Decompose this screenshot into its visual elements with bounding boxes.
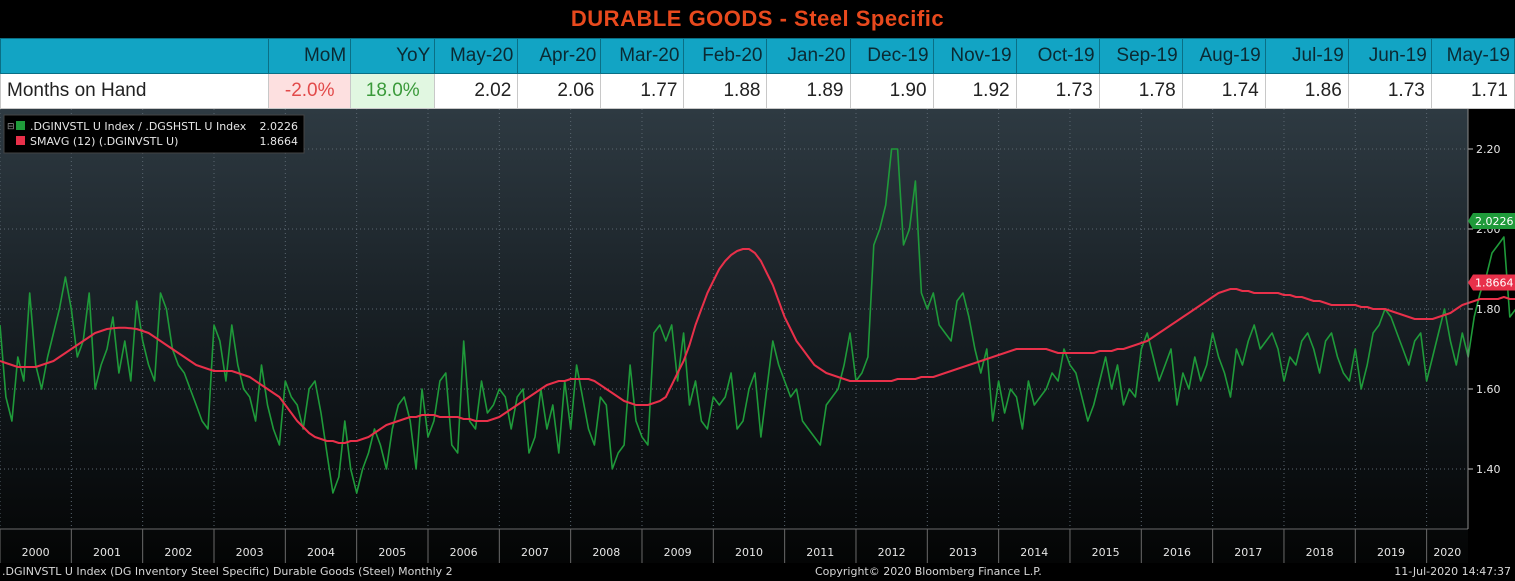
- x-tick-label: 2019: [1377, 546, 1405, 559]
- x-tick-label: 2015: [1092, 546, 1120, 559]
- month-value: 1.77: [600, 73, 685, 109]
- last-value-label-series2: 1.8664: [1475, 276, 1514, 289]
- month-value: 1.74: [1181, 73, 1266, 109]
- month-value: 1.71: [1430, 73, 1515, 109]
- legend-value-series1: 2.0226: [260, 120, 299, 133]
- y-tick-label: 2.20: [1476, 143, 1501, 156]
- x-tick-label: 2002: [164, 546, 192, 559]
- stats-header-month: Mar-20: [600, 38, 685, 74]
- stats-header-month: May-19: [1430, 38, 1515, 74]
- x-tick-label: 2000: [22, 546, 50, 559]
- legend-label-series2: SMAVG (12) (.DGINVSTL U): [30, 135, 178, 148]
- x-tick-label: 2003: [236, 546, 264, 559]
- yoy-value: 18.0%: [350, 73, 436, 109]
- last-value-label-series1: 2.0226: [1475, 215, 1514, 228]
- chart-title-bar: DURABLE GOODS - Steel Specific: [0, 0, 1515, 38]
- month-value: 2.06: [517, 73, 602, 109]
- x-tick-label: 2009: [664, 546, 692, 559]
- month-value: 1.73: [1015, 73, 1100, 109]
- last-value-label-series1-group: 2.0226: [1468, 213, 1515, 229]
- y-tick-label: 1.40: [1476, 463, 1501, 476]
- x-tick-label: 2017: [1234, 546, 1262, 559]
- stats-header-month: Jul-19: [1264, 38, 1349, 74]
- month-value: 1.86: [1264, 73, 1349, 109]
- x-tick-label: 2006: [450, 546, 478, 559]
- last-value-label-series2-group: 1.8664: [1468, 274, 1515, 291]
- stats-header-mom: MoM: [268, 38, 352, 74]
- row-label: Months on Hand: [0, 73, 270, 109]
- plot-background: [0, 109, 1468, 563]
- last-value-label-series2-bg: [1468, 274, 1515, 291]
- footer-source: .DGINVSTL U Index (DG Inventory Steel Sp…: [2, 565, 453, 578]
- month-value: 1.90: [849, 73, 934, 109]
- x-tick-label: 2014: [1020, 546, 1048, 559]
- footer: .DGINVSTL U Index (DG Inventory Steel Sp…: [0, 563, 1515, 581]
- stats-value-row: Months on Hand -2.0% 18.0% 2.02 2.06 1.7…: [0, 73, 1515, 109]
- legend-collapse-icon: ⊟: [7, 122, 15, 132]
- legend-value-series2: 1.8664: [260, 135, 299, 148]
- series-lines: [0, 148, 1515, 494]
- x-tick-label: 2020: [1433, 546, 1461, 559]
- month-value: 1.73: [1347, 73, 1432, 109]
- month-value: 1.78: [1098, 73, 1183, 109]
- axes: 2000 2001 2002 2003 2004 2005 2006 2007 2008 2009…: [0, 109, 1515, 563]
- stats-header-row: MoM YoY May-20 Apr-20 Mar-20 Feb-20 Jan-…: [0, 38, 1515, 74]
- y-tick-label: 1.60: [1476, 383, 1501, 396]
- axis-background: [1468, 109, 1515, 563]
- stats-header-month: Dec-19: [849, 38, 934, 74]
- footer-copyright: Copyright© 2020 Bloomberg Finance L.P.: [815, 565, 1042, 578]
- legend: ⊟ .DGINVSTL U Index / .DGSHSTL U Index 2…: [3, 114, 305, 154]
- x-tick-label: 2012: [878, 546, 906, 559]
- stats-header-yoy: YoY: [350, 38, 436, 74]
- x-tick-label: 2011: [806, 546, 834, 559]
- x-tick-label: 2016: [1163, 546, 1191, 559]
- x-tick-label: 2013: [949, 546, 977, 559]
- stats-header-month: Aug-19: [1181, 38, 1266, 74]
- stats-header-month: Sep-19: [1098, 38, 1183, 74]
- stats-header-month: May-20: [434, 38, 519, 74]
- stats-header-month: Oct-19: [1015, 38, 1100, 74]
- stats-header-blank: [0, 38, 270, 74]
- stats-header-month: Jan-20: [766, 38, 851, 74]
- x-tick-label: 2001: [93, 546, 121, 559]
- chart-title: DURABLE GOODS - Steel Specific: [570, 6, 945, 31]
- line-chart: 2000 2001 2002 2003 2004 2005 2006 2007 2008 2009…: [0, 109, 1515, 563]
- x-tick-label: 2004: [307, 546, 335, 559]
- footer-timestamp: 11-Jul-2020 14:47:37: [1394, 565, 1511, 578]
- x-tick-label: 2008: [592, 546, 620, 559]
- legend-swatch-series1: [16, 121, 25, 130]
- month-value: 1.88: [683, 73, 768, 109]
- series-line-smavg: [0, 248, 1515, 444]
- month-value: 2.02: [434, 73, 519, 109]
- last-value-label-series1-bg: [1468, 213, 1515, 229]
- stats-header-month: Jun-19: [1347, 38, 1432, 74]
- legend-box: [3, 114, 305, 154]
- stats-header-month: Nov-19: [932, 38, 1017, 74]
- stats-header-month: Apr-20: [517, 38, 602, 74]
- x-tick-label: 2010: [735, 546, 763, 559]
- stats-table: MoM YoY May-20 Apr-20 Mar-20 Feb-20 Jan-…: [0, 38, 1515, 109]
- legend-label-series1: .DGINVSTL U Index / .DGSHSTL U Index: [30, 120, 247, 133]
- x-tick-label: 2018: [1306, 546, 1334, 559]
- mom-value: -2.0%: [268, 73, 352, 109]
- month-value: 1.89: [766, 73, 851, 109]
- x-tick-label: 2007: [521, 546, 549, 559]
- stats-header-month: Feb-20: [683, 38, 768, 74]
- x-tick-label: 2005: [378, 546, 406, 559]
- month-value: 1.92: [932, 73, 1017, 109]
- y-tick-label: 1.80: [1476, 303, 1501, 316]
- legend-swatch-series2: [16, 136, 25, 145]
